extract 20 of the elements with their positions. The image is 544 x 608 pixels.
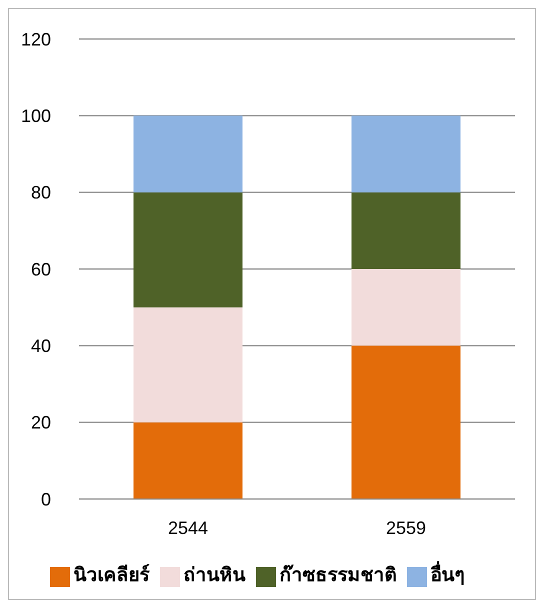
y-tick-label: 60 [30,259,51,280]
bar [134,192,242,308]
legend-label: ถ่านหิน [184,565,246,586]
bar [134,307,242,422]
bar [352,346,460,499]
bar [134,422,242,499]
bar [134,116,242,192]
y-tick-label: 80 [30,182,51,203]
bar [352,192,460,269]
y-tick-label: 0 [40,489,51,510]
y-tick-label: 100 [20,106,51,126]
x-tick-label: 2559 [386,518,426,538]
x-tick-label: 2544 [168,518,208,538]
y-tick-label: 40 [30,336,51,356]
bar [352,116,460,192]
bar [352,269,460,346]
legend-label: ก๊าซธรรมชาติ [280,565,396,586]
legend-label: นิวเคลียร์ [74,565,150,586]
y-tick-label: 20 [30,412,51,433]
y-tick-label: 120 [20,29,51,50]
